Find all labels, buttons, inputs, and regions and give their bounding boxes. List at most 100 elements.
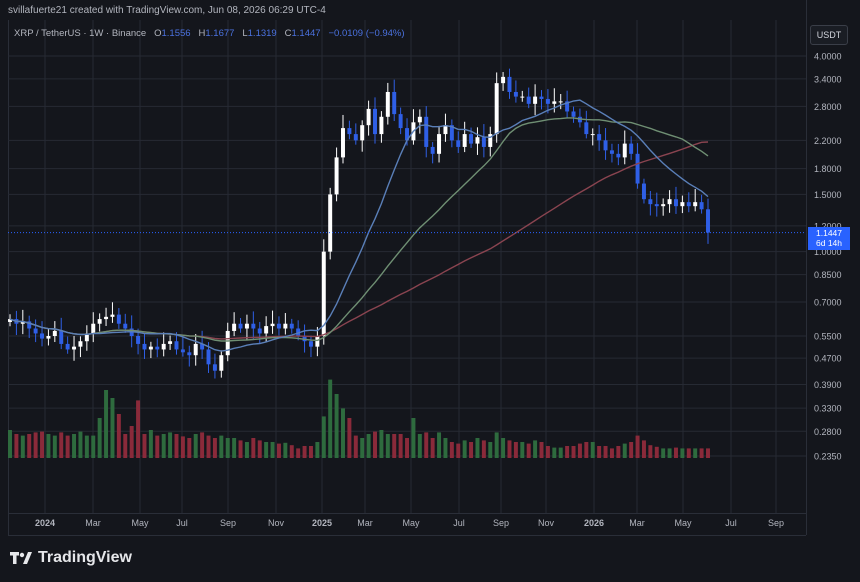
volume-bar xyxy=(398,434,403,458)
y-tick-label: 2.2000 xyxy=(814,136,842,146)
candle-body xyxy=(533,96,538,104)
volume-bar xyxy=(616,446,621,458)
candle-body xyxy=(225,330,230,356)
tradingview-logo-text: TradingView xyxy=(38,549,132,566)
volume-bar xyxy=(552,447,557,458)
volume-bar xyxy=(251,438,256,458)
candle-body xyxy=(405,128,410,141)
y-tick-label: 1.5000 xyxy=(814,190,842,200)
y-tick-label: 0.7000 xyxy=(814,297,842,307)
volume-bar xyxy=(635,435,640,458)
candle-body xyxy=(104,316,109,320)
candle-body xyxy=(91,323,96,334)
volume-bar xyxy=(334,394,339,458)
candle-body xyxy=(501,76,506,84)
y-tick-label: 0.5500 xyxy=(814,332,842,342)
candle-body xyxy=(552,101,557,104)
volume-bar xyxy=(315,442,320,458)
candle-body xyxy=(635,153,640,184)
candle-body xyxy=(72,346,77,350)
y-tick-label: 0.4700 xyxy=(814,354,842,364)
candle-body xyxy=(142,343,147,350)
close-label: C xyxy=(284,28,292,39)
candle-body xyxy=(353,134,358,141)
x-tick-label: Jul xyxy=(453,518,465,528)
x-tick-label: Nov xyxy=(538,518,555,528)
volume-bar xyxy=(424,432,429,458)
candle-body xyxy=(276,323,281,329)
volume-bar xyxy=(180,436,185,458)
candle-body xyxy=(360,125,365,141)
y-tick-label: 0.8500 xyxy=(814,270,842,280)
candle-body xyxy=(469,134,474,144)
volume-bar xyxy=(244,442,249,458)
creator-caption: svillafuerte21 created with TradingView.… xyxy=(8,5,326,16)
candle-body xyxy=(609,150,614,154)
candle-body xyxy=(488,134,493,147)
candle-body xyxy=(565,101,570,112)
volume-bar xyxy=(469,442,474,458)
candle-body xyxy=(545,98,550,104)
candle-body xyxy=(417,116,422,123)
volume-bar xyxy=(648,445,653,458)
candle-body xyxy=(308,341,313,347)
volume-bar xyxy=(97,418,102,458)
volume-bar xyxy=(385,434,390,458)
candle-body xyxy=(481,137,486,147)
x-tick-label: Sep xyxy=(768,518,784,528)
volume-bar xyxy=(78,431,83,458)
volume-bar xyxy=(289,445,294,458)
ma-long-line xyxy=(9,141,709,340)
candle-body xyxy=(622,143,627,158)
volume-bar xyxy=(14,434,19,458)
volume-bar xyxy=(488,442,493,458)
open-label: O xyxy=(154,28,162,39)
candle-body xyxy=(270,323,275,327)
tradingview-logo[interactable]: TradingView xyxy=(10,549,132,567)
y-tick-label: 1.8000 xyxy=(814,164,842,174)
candle-body xyxy=(27,321,32,329)
currency-button[interactable]: USDT xyxy=(810,25,848,45)
candle-body xyxy=(520,96,525,98)
candle-body xyxy=(526,96,531,104)
candle-body xyxy=(424,116,429,147)
volume-bar xyxy=(667,448,672,458)
volume-bar xyxy=(20,435,25,458)
volume-bar xyxy=(437,432,442,458)
candle-body xyxy=(341,128,345,158)
volume-bar xyxy=(417,434,422,458)
volume-bar xyxy=(104,390,109,458)
candle-body xyxy=(641,183,646,200)
candle-body xyxy=(148,346,153,350)
candle-body xyxy=(654,204,659,207)
candle-body xyxy=(693,202,698,207)
volume-bar xyxy=(520,442,525,458)
candle-body xyxy=(123,323,128,329)
x-tick-label: 2024 xyxy=(35,518,55,528)
x-tick-label: Sep xyxy=(493,518,509,528)
volume-bar xyxy=(308,446,313,458)
candle-body xyxy=(78,341,83,347)
volume-bar xyxy=(405,438,410,458)
volume-bar xyxy=(706,448,710,458)
candle-body xyxy=(584,122,589,135)
volume-bar xyxy=(84,435,89,458)
volume-bar xyxy=(513,442,518,458)
x-tick-label: May xyxy=(402,518,420,528)
candle-body xyxy=(257,328,262,334)
high-value: 1.1677 xyxy=(205,28,235,39)
chart-canvas[interactable]: 4.0000 3.4000 2.8000 2.2000 1.8000 1.5000 1.20… xyxy=(0,0,860,546)
y-tick-label: 0.2800 xyxy=(814,427,842,437)
volume-bar xyxy=(622,443,627,458)
symbol-name[interactable]: XRP / TetherUS · 1W · Binance xyxy=(14,28,147,39)
volume-bar xyxy=(264,442,269,458)
candle-body xyxy=(494,83,499,135)
candle-body xyxy=(366,108,371,126)
tradingview-logo-icon xyxy=(10,552,32,564)
candle-body xyxy=(264,326,269,334)
footer xyxy=(0,546,860,582)
volume-bar xyxy=(341,408,345,458)
x-tick-label: May xyxy=(131,518,149,528)
volume-bar xyxy=(699,448,704,458)
candle-body xyxy=(571,111,576,117)
